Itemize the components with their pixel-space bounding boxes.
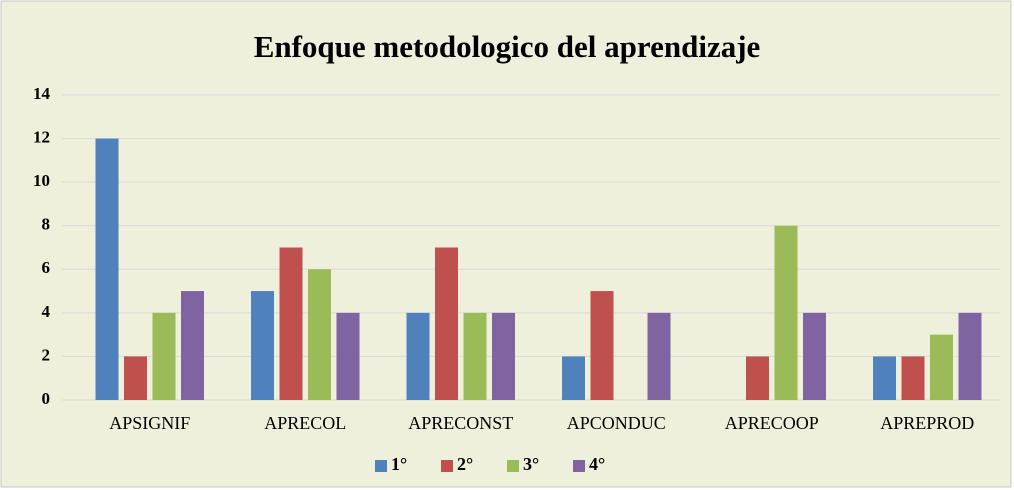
y-tick-label: 8	[42, 215, 51, 234]
legend-label: 4°	[589, 454, 605, 474]
bar	[435, 247, 458, 400]
y-tick-label: 6	[42, 258, 51, 277]
bar	[873, 356, 896, 400]
bar	[774, 225, 798, 400]
y-tick-label: 12	[33, 127, 50, 146]
bar	[647, 312, 671, 400]
legend-swatch	[573, 460, 585, 472]
bar	[562, 356, 585, 400]
y-tick-label: 10	[33, 171, 50, 190]
legend-label: 2°	[457, 454, 473, 474]
bar	[463, 312, 487, 400]
legend-label: 1°	[391, 454, 407, 474]
bar	[152, 312, 176, 400]
legend-label: 3°	[523, 454, 539, 474]
bar	[124, 356, 147, 400]
x-tick-label: APRECONST	[408, 413, 513, 433]
chart-title: Enfoque metodologico del aprendizaje	[254, 29, 761, 64]
legend-swatch	[375, 460, 387, 472]
bar	[803, 312, 826, 400]
bar	[958, 312, 982, 400]
x-tick-label: APRECOOP	[725, 413, 819, 433]
bar	[279, 247, 303, 400]
x-tick-label: APSIGNIF	[109, 413, 190, 433]
y-tick-label: 2	[42, 345, 51, 364]
bar	[590, 291, 614, 400]
y-tick-label: 14	[33, 84, 51, 103]
y-tick-label: 4	[42, 302, 51, 321]
bar	[746, 356, 769, 400]
bar	[492, 312, 515, 400]
bar	[308, 269, 331, 400]
bar	[406, 312, 430, 400]
bar	[930, 334, 953, 400]
bar	[336, 312, 360, 400]
x-tick-label: APREPROD	[880, 413, 974, 433]
legend-swatch	[441, 460, 453, 472]
bar	[181, 291, 204, 400]
bar	[95, 138, 119, 401]
legend-swatch	[507, 460, 519, 472]
bar	[251, 291, 274, 400]
y-tick-label: 0	[42, 389, 51, 408]
x-tick-label: APRECOL	[264, 413, 346, 433]
bar	[901, 356, 925, 400]
x-tick-label: APCONDUC	[567, 413, 666, 433]
